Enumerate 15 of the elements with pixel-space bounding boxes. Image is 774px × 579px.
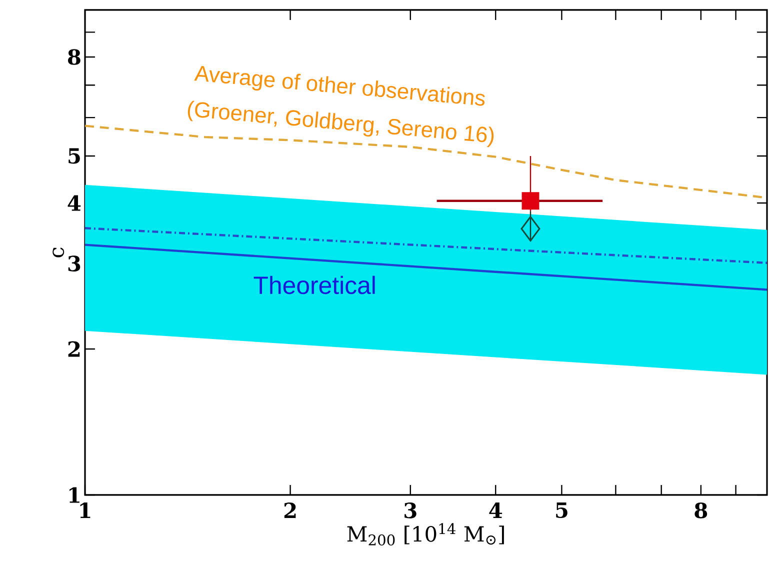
y-tick-label: 5	[68, 148, 80, 164]
y-axis-title: c	[52, 248, 64, 258]
y-tick-label: 3	[68, 256, 80, 272]
x-tick-label: 3	[404, 502, 416, 518]
x-tick-label: 8	[694, 502, 708, 518]
x-tick-label: 5	[556, 502, 568, 518]
y-tick-label: 2	[68, 341, 80, 357]
x-tick-label: 1	[80, 502, 90, 518]
x-axis-title: M$_{200}$ [10$^{14}$ M$_{⊙}$]	[347, 523, 504, 546]
x-tick-label: 2	[284, 502, 296, 518]
y-tick-label: 1	[69, 487, 80, 503]
x-tick-label: 4	[489, 502, 502, 518]
y-tick-label: 4	[68, 195, 81, 211]
annotation: Theoretical	[254, 276, 375, 294]
y-tick-label: 8	[68, 49, 80, 65]
